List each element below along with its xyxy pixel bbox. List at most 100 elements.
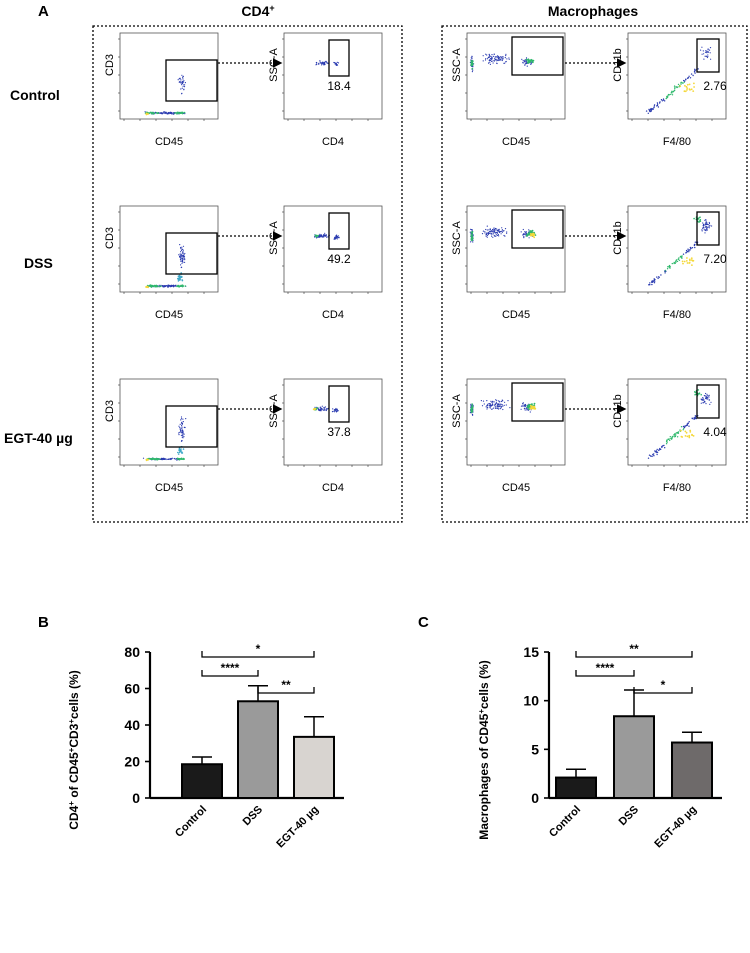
event-dot <box>694 68 696 71</box>
event-dot <box>703 399 705 401</box>
event-dot <box>506 58 508 60</box>
event-dot <box>180 416 183 418</box>
event-dot <box>182 111 184 114</box>
event-dot <box>484 232 486 234</box>
event-dot <box>494 230 496 232</box>
event-dot <box>684 435 687 437</box>
event-dot <box>648 454 651 456</box>
event-dot <box>180 112 182 114</box>
event-dot <box>492 233 494 235</box>
event-dot <box>499 403 501 405</box>
event-dot <box>502 57 504 59</box>
event-dot <box>692 259 695 262</box>
row-label-control: Control <box>10 87 60 103</box>
cd11b-gate <box>696 38 720 73</box>
event-dot <box>321 235 323 237</box>
event-dot <box>660 99 663 101</box>
event-dot <box>529 404 532 407</box>
event-dot <box>327 62 329 64</box>
event-dot <box>182 437 184 439</box>
event-dot <box>149 111 151 114</box>
event-dot <box>657 106 660 108</box>
event-dot <box>496 404 498 406</box>
y-axis-label: CD11b <box>612 48 624 81</box>
event-dot <box>678 257 680 259</box>
event-dot <box>180 246 182 249</box>
event-dot <box>183 86 186 88</box>
event-dot <box>497 229 499 231</box>
event-dot <box>324 61 326 63</box>
event-dot <box>522 62 524 64</box>
event-dot <box>703 225 705 227</box>
y-axis-label: CD11b <box>612 394 624 427</box>
event-dot <box>689 259 691 262</box>
event-dot <box>680 256 682 258</box>
event-dot <box>183 433 185 435</box>
event-dot <box>707 56 709 58</box>
event-dot <box>687 77 690 79</box>
event-dot <box>528 237 530 239</box>
event-dot <box>707 224 710 226</box>
plot-frame <box>119 378 219 466</box>
event-dot <box>693 244 696 246</box>
event-dot <box>683 81 685 83</box>
event-dot <box>181 87 183 89</box>
event-dot <box>183 254 185 256</box>
event-dot <box>486 233 488 235</box>
x-axis-label: CD45 <box>155 136 183 148</box>
event-dot <box>651 283 653 286</box>
event-dot <box>499 408 501 410</box>
event-dot <box>701 399 703 401</box>
event-dot <box>524 403 527 406</box>
event-dot <box>178 451 181 454</box>
event-dot <box>150 111 153 114</box>
event-dot <box>184 82 186 84</box>
event-dot <box>170 285 172 287</box>
event-dot <box>706 393 708 395</box>
event-dot <box>503 404 505 406</box>
event-dot <box>496 228 498 230</box>
cd11b-f480-plot: F4/80 CD11b 2.76 <box>612 32 727 148</box>
event-dot <box>319 61 321 63</box>
event-dot <box>502 56 504 58</box>
event-dot <box>653 455 655 457</box>
cd4-gate <box>328 39 350 77</box>
event-dot <box>486 405 488 407</box>
event-dot <box>685 79 687 81</box>
event-dot <box>177 79 179 81</box>
y-axis-label: CD3 <box>104 400 116 422</box>
event-dot <box>693 217 695 220</box>
event-dot <box>706 223 708 226</box>
event-dot <box>184 252 186 255</box>
event-dot <box>700 402 702 404</box>
event-dot <box>684 80 686 82</box>
event-dot <box>702 227 704 229</box>
event-dot <box>184 259 186 261</box>
event-dot <box>667 438 669 440</box>
event-dot <box>527 232 530 235</box>
event-dot <box>681 260 684 263</box>
event-dot <box>486 408 488 410</box>
event-dot <box>688 421 690 423</box>
event-dot <box>492 231 494 233</box>
event-dot <box>688 83 691 86</box>
event-dot <box>489 63 491 65</box>
event-dot <box>182 433 184 435</box>
event-dot <box>682 429 684 431</box>
event-dot <box>323 64 325 66</box>
event-dot <box>694 391 696 393</box>
event-dot <box>525 61 528 63</box>
event-dot <box>531 233 534 236</box>
event-dot <box>493 230 495 232</box>
event-dot <box>703 227 705 229</box>
event-dot <box>656 102 659 104</box>
event-dot <box>494 228 496 230</box>
event-dot <box>499 57 501 59</box>
event-dot <box>184 261 186 263</box>
chart-b-significance-label: * <box>256 642 261 656</box>
event-dot <box>182 245 185 247</box>
event-dot <box>705 219 707 221</box>
chart-c-y-tick-label: 0 <box>531 790 539 806</box>
event-dot <box>178 81 180 83</box>
event-dot <box>666 440 668 442</box>
